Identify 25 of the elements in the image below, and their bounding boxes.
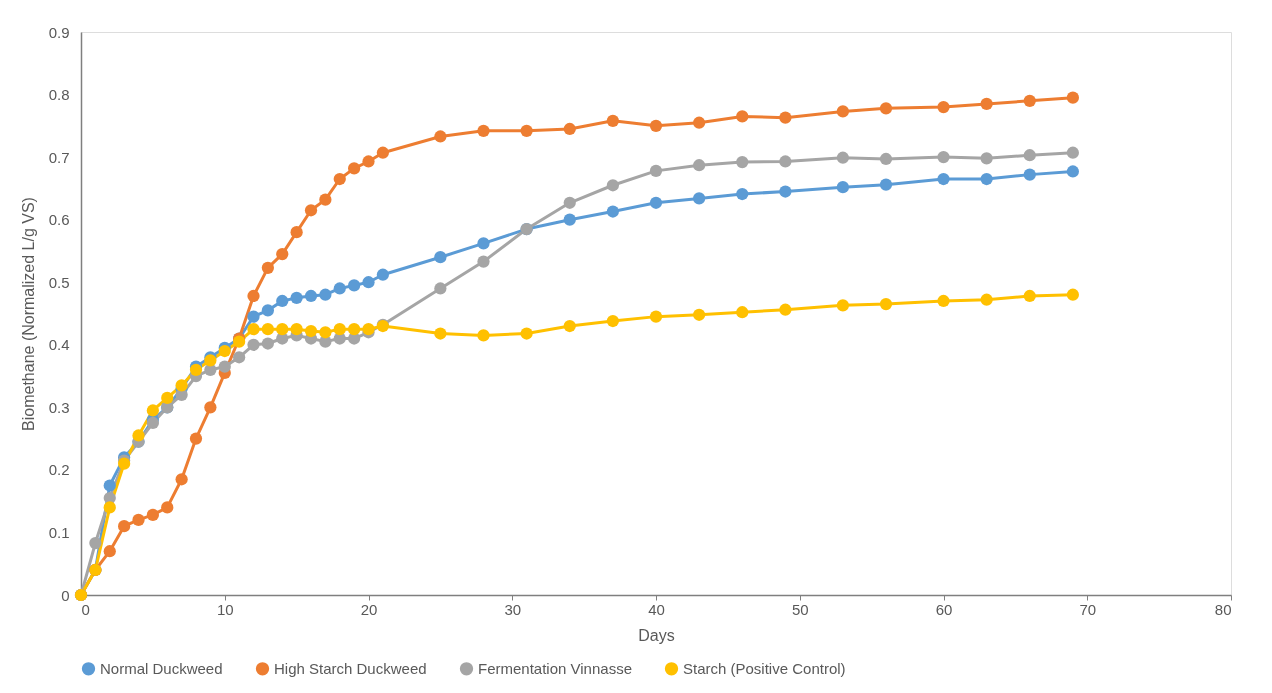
y-tick-label: 0 [61,586,70,604]
y-tick-label: 0.9 [48,23,70,41]
legend-label: Starch (Positive Control) [683,659,846,677]
y-tick-label: 0.4 [48,336,70,354]
x-tick-label: 80 [1214,600,1232,618]
x-tick-label: 0 [81,600,90,618]
y-tick-label: 0.8 [48,86,70,104]
y-tick-label: 0.5 [48,273,70,291]
x-axis-title: Days [638,626,675,644]
x-tick-label: 50 [791,600,809,618]
y-tick-label: 0.6 [48,211,70,229]
y-tick-label: 0.1 [48,523,70,541]
x-tick-label: 60 [935,600,953,618]
x-tick-label: 20 [360,600,378,618]
y-axis-title: Biomethane (Normalized L/g VS) [19,197,37,431]
y-tick-label: 0.3 [48,398,70,416]
y-tick-label: 0.2 [48,461,70,479]
x-tick-label: 30 [504,600,522,618]
legend-label: Fermentation Vinnasse [478,659,632,677]
legend-label: High Starch Duckweed [274,659,427,677]
legend-label: Normal Duckweed [100,659,223,677]
x-tick-label: 70 [1079,600,1097,618]
y-tick-label: 0.7 [48,148,70,166]
x-tick-label: 10 [216,600,234,618]
x-tick-label: 40 [648,600,665,618]
